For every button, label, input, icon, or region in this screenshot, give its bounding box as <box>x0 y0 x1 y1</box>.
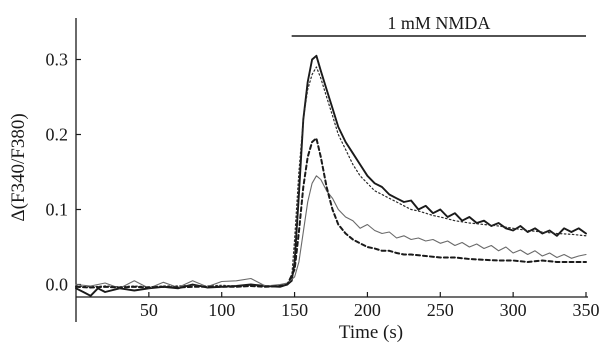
x-axis-title: Time (s) <box>339 322 403 343</box>
series-line-2 <box>75 66 587 288</box>
x-tick-label: 50 <box>140 300 158 320</box>
y-tick-label: 0.0 <box>46 275 69 295</box>
annotation: 1 mM NMDA <box>291 13 586 37</box>
y-tick-label: 0.1 <box>46 200 69 220</box>
x-tick-label: 100 <box>208 300 235 320</box>
y-axis-ticks: 0.0 0.1 0.2 0.3 <box>46 50 81 295</box>
x-tick-label: 350 <box>573 300 600 320</box>
series-line-4 <box>75 137 587 289</box>
x-tick-label: 300 <box>500 300 527 320</box>
nmda-label: 1 mM NMDA <box>387 13 490 33</box>
y-tick-label: 0.3 <box>46 50 69 70</box>
series-layer <box>75 54 587 297</box>
y-axis-title: Δ(F340/F380) <box>8 113 29 221</box>
series-line-3 <box>75 175 587 289</box>
y-tick-label: 0.2 <box>46 125 69 145</box>
plot-area: 50 100 150 200 250 300 350 0.0 0.1 0.2 0.3 1 mM N… <box>8 13 600 343</box>
x-tick-label: 150 <box>281 300 308 320</box>
x-tick-label: 250 <box>427 300 454 320</box>
x-tick-label: 200 <box>354 300 381 320</box>
x-axis-ticks: 50 100 150 200 250 300 350 <box>140 292 600 320</box>
